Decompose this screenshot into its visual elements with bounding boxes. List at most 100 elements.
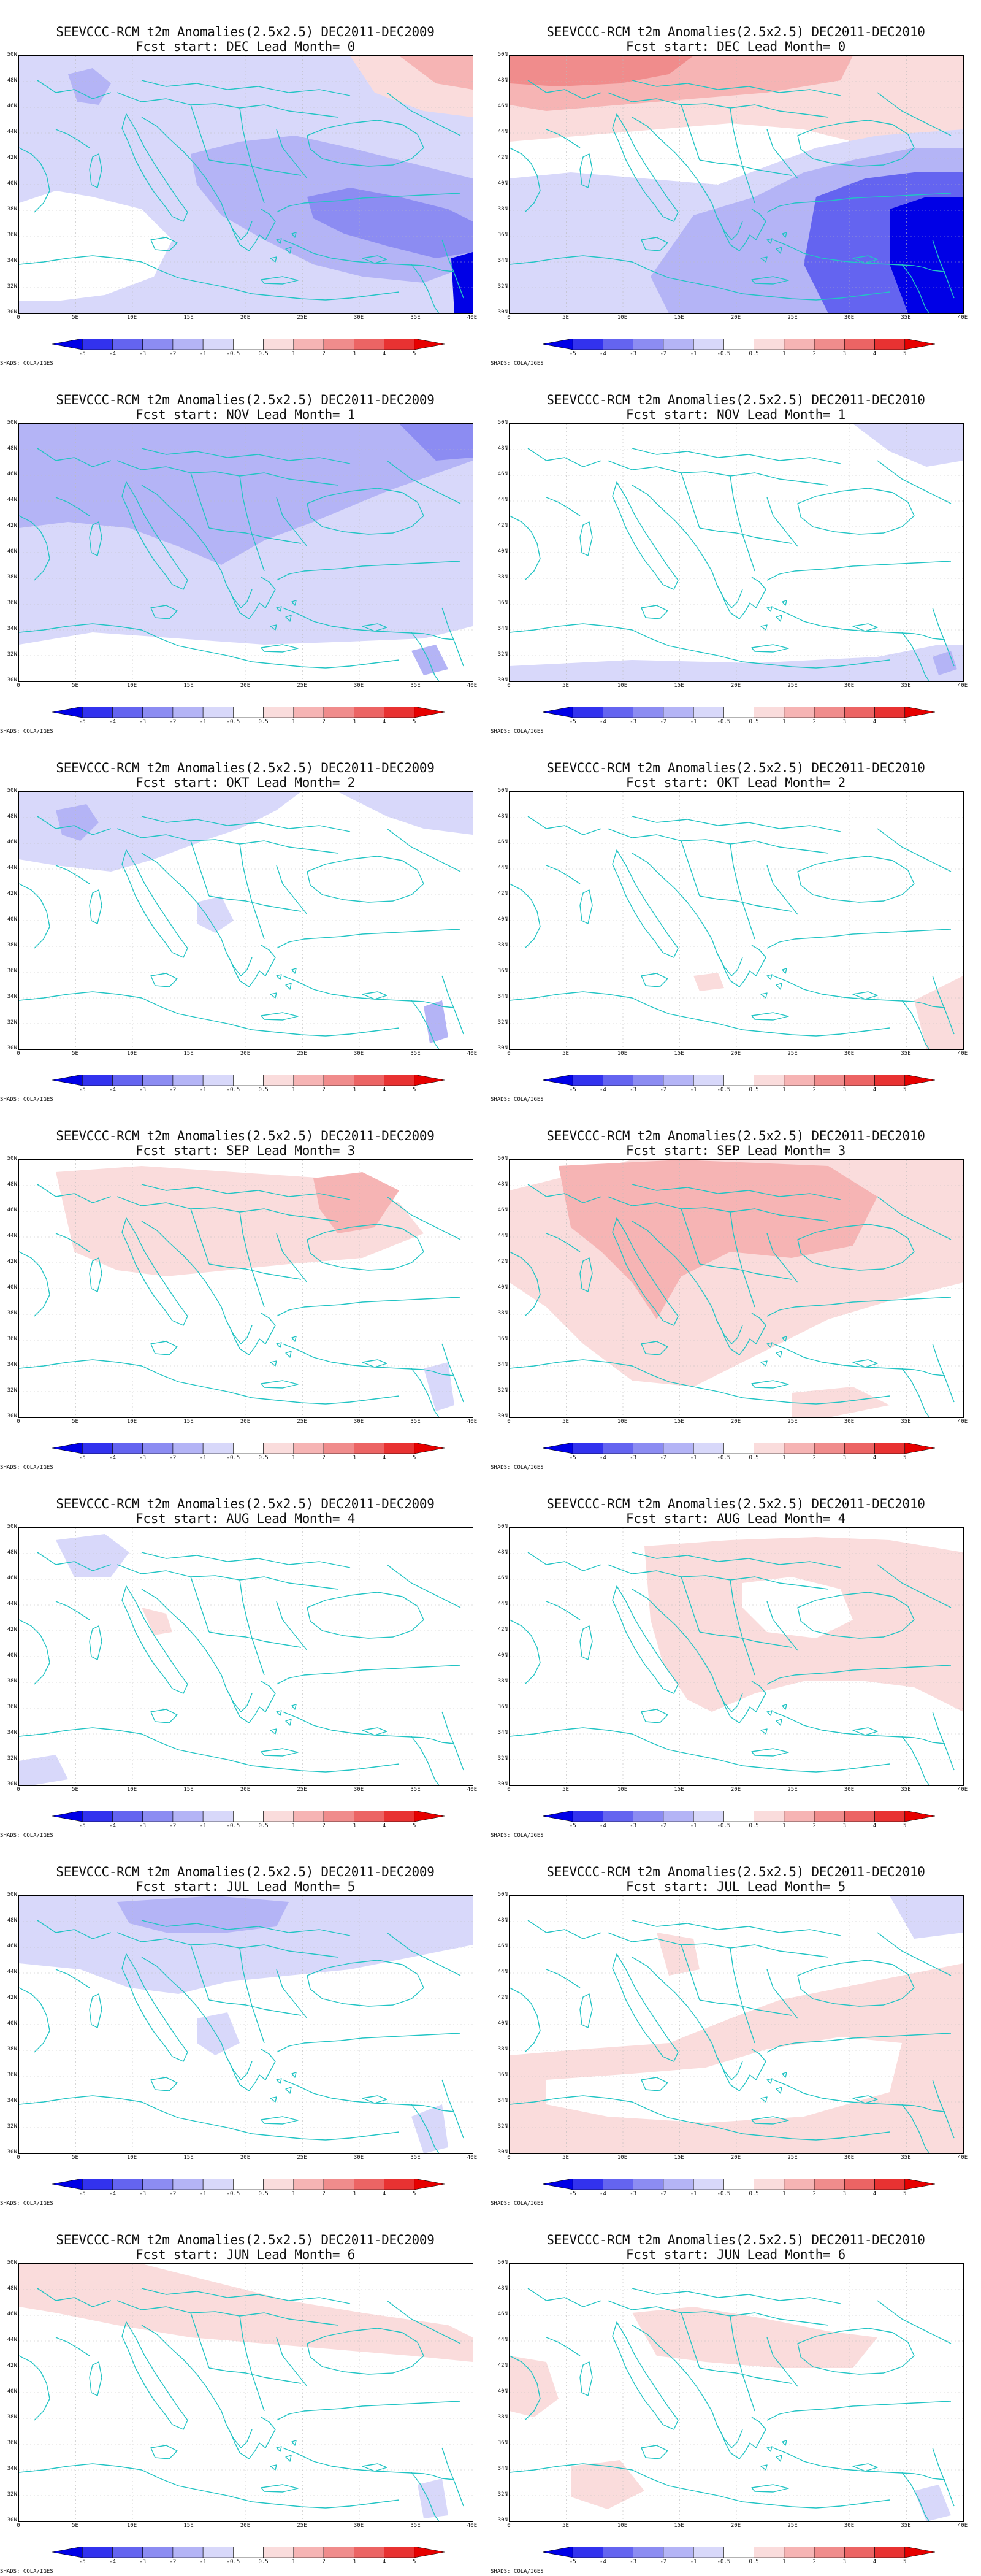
coastline-border (914, 2105, 945, 2112)
longitude-tick-label: 0 (17, 1419, 20, 1425)
longitude-tick-label: 35E (901, 683, 911, 689)
coastline-border (751, 644, 789, 653)
colorbar-tick-label: 1 (292, 2559, 296, 2565)
colorbar-segment (572, 707, 603, 718)
colorbar-segment (202, 1811, 234, 1822)
anomaly-shade-region (559, 1160, 877, 1319)
coastline-border (760, 232, 787, 263)
colorbar-tick-label: -0.5 (226, 1823, 240, 1829)
coastline-border (852, 1727, 878, 1736)
coastline-border (19, 623, 400, 669)
colorbar-segment (693, 1443, 724, 1454)
colorbar-tick-label: 5 (413, 719, 416, 725)
latitude-tick-label: 42N (7, 1995, 17, 2001)
coastline-border (877, 828, 952, 872)
latitude-tick-label: 40N (497, 916, 508, 922)
colorbar-tick-label: 1 (292, 1823, 296, 1829)
coastline-border (751, 2116, 789, 2125)
coastline-border (121, 481, 188, 590)
colorbar-segment (414, 1811, 445, 1822)
latitude-tick-label: 42N (497, 891, 508, 897)
latitude-tick-label: 40N (7, 2388, 17, 2394)
coastline-border (641, 1709, 668, 1723)
coastline-border (441, 2447, 464, 2507)
colorbar-tick-label: 4 (872, 2191, 877, 2197)
anomaly-shade-region (546, 2037, 902, 2123)
longitude-tick-label: 40E (957, 683, 968, 689)
coastline-border (37, 1552, 112, 1571)
coastline-border (607, 460, 829, 486)
coastline-border (190, 104, 210, 161)
colorbar-segment (723, 2547, 754, 2558)
coastline-border (150, 605, 178, 619)
anomaly-shade-region (313, 1172, 399, 1233)
coastline-border (932, 1711, 955, 1771)
latitude-tick-label: 42N (497, 1259, 508, 1265)
colorbar-tick-label: -3 (630, 2559, 637, 2565)
colorbar-segment (323, 339, 354, 350)
latitude-tick-label: 44N (7, 1601, 17, 1607)
colorbar-segment (82, 1075, 113, 1086)
latitude-tick-label: 42N (497, 1995, 508, 2001)
coastline-border (362, 2095, 387, 2104)
longitude-tick-label: 10E (126, 683, 137, 689)
colorbar-segment (663, 707, 694, 718)
coastline-border (89, 1993, 102, 2028)
anomaly-shade-region (657, 1933, 700, 1976)
colorbar-tick-label: -4 (109, 2191, 116, 2197)
map-plot-area (509, 55, 964, 314)
colorbar (52, 1443, 445, 1454)
colorbar-segment (754, 2179, 785, 2190)
map-plot-area (509, 791, 964, 1050)
colorbar-tick-label: -0.5 (717, 1087, 731, 1093)
latitude-tick-label: 48N (497, 1549, 508, 1555)
coastline-border (208, 895, 302, 912)
anomaly-shade-region (19, 1755, 68, 1785)
coastline-border (141, 80, 351, 96)
colorbar-tick-label: -4 (109, 1823, 116, 1829)
coastline-border (239, 1211, 265, 1308)
coastline-border (546, 865, 581, 884)
coastline-border (766, 1233, 798, 1283)
panel-subtitle: Fcst start: SEP Lead Month= 3 (136, 1143, 355, 1158)
coastline-border (632, 80, 841, 96)
coastline-border (607, 1196, 829, 1222)
latitude-tick-label: 46N (497, 839, 508, 845)
coastline-border (276, 1969, 308, 2019)
coastline-border (19, 255, 400, 301)
map-svg (510, 56, 963, 313)
colorbar-tick-label: -2 (169, 719, 177, 725)
colorbar-tick-label: 0.5 (749, 2559, 759, 2565)
longitude-tick-label: 15E (183, 2155, 194, 2161)
colorbar (52, 707, 445, 718)
coastline-border (55, 1969, 90, 1988)
colorbar-tick-label: -0.5 (717, 719, 731, 725)
colorbar-tick-label: 5 (903, 2559, 907, 2565)
panel-subtitle: Fcst start: JUL Lead Month= 5 (136, 1879, 355, 1894)
colorbar-segment (323, 1811, 354, 1822)
latitude-tick-label: 44N (497, 1233, 508, 1239)
coastline-border (411, 1000, 440, 1049)
colorbar-tick-label: -4 (600, 351, 606, 357)
coastline-border (121, 113, 188, 222)
coastline-border (766, 1665, 952, 1685)
coastline-border (282, 975, 424, 1002)
colorbar (543, 707, 935, 718)
colorbar-segment (112, 1075, 143, 1086)
latitude-tick-label: 46N (7, 471, 17, 477)
coastline-border (423, 2473, 455, 2480)
coastline-border (641, 973, 668, 987)
coastline-border (527, 2288, 602, 2307)
coastline-border (282, 2447, 424, 2474)
latitude-tick-label: 42N (7, 523, 17, 529)
coastline-border (276, 497, 308, 547)
latitude-tick-label: 30N (7, 1781, 17, 1787)
colorbar-segment (142, 1443, 174, 1454)
coastline-border (766, 2401, 952, 2421)
longitude-tick-label: 30E (844, 2523, 855, 2529)
coastline-border (116, 1196, 338, 1222)
colorbar-tick-label: -1 (199, 719, 207, 725)
colorbar-tick-label: 4 (382, 1087, 386, 1093)
colorbar-tick-label: -0.5 (226, 719, 240, 725)
longitude-tick-label: 5E (72, 2155, 78, 2161)
